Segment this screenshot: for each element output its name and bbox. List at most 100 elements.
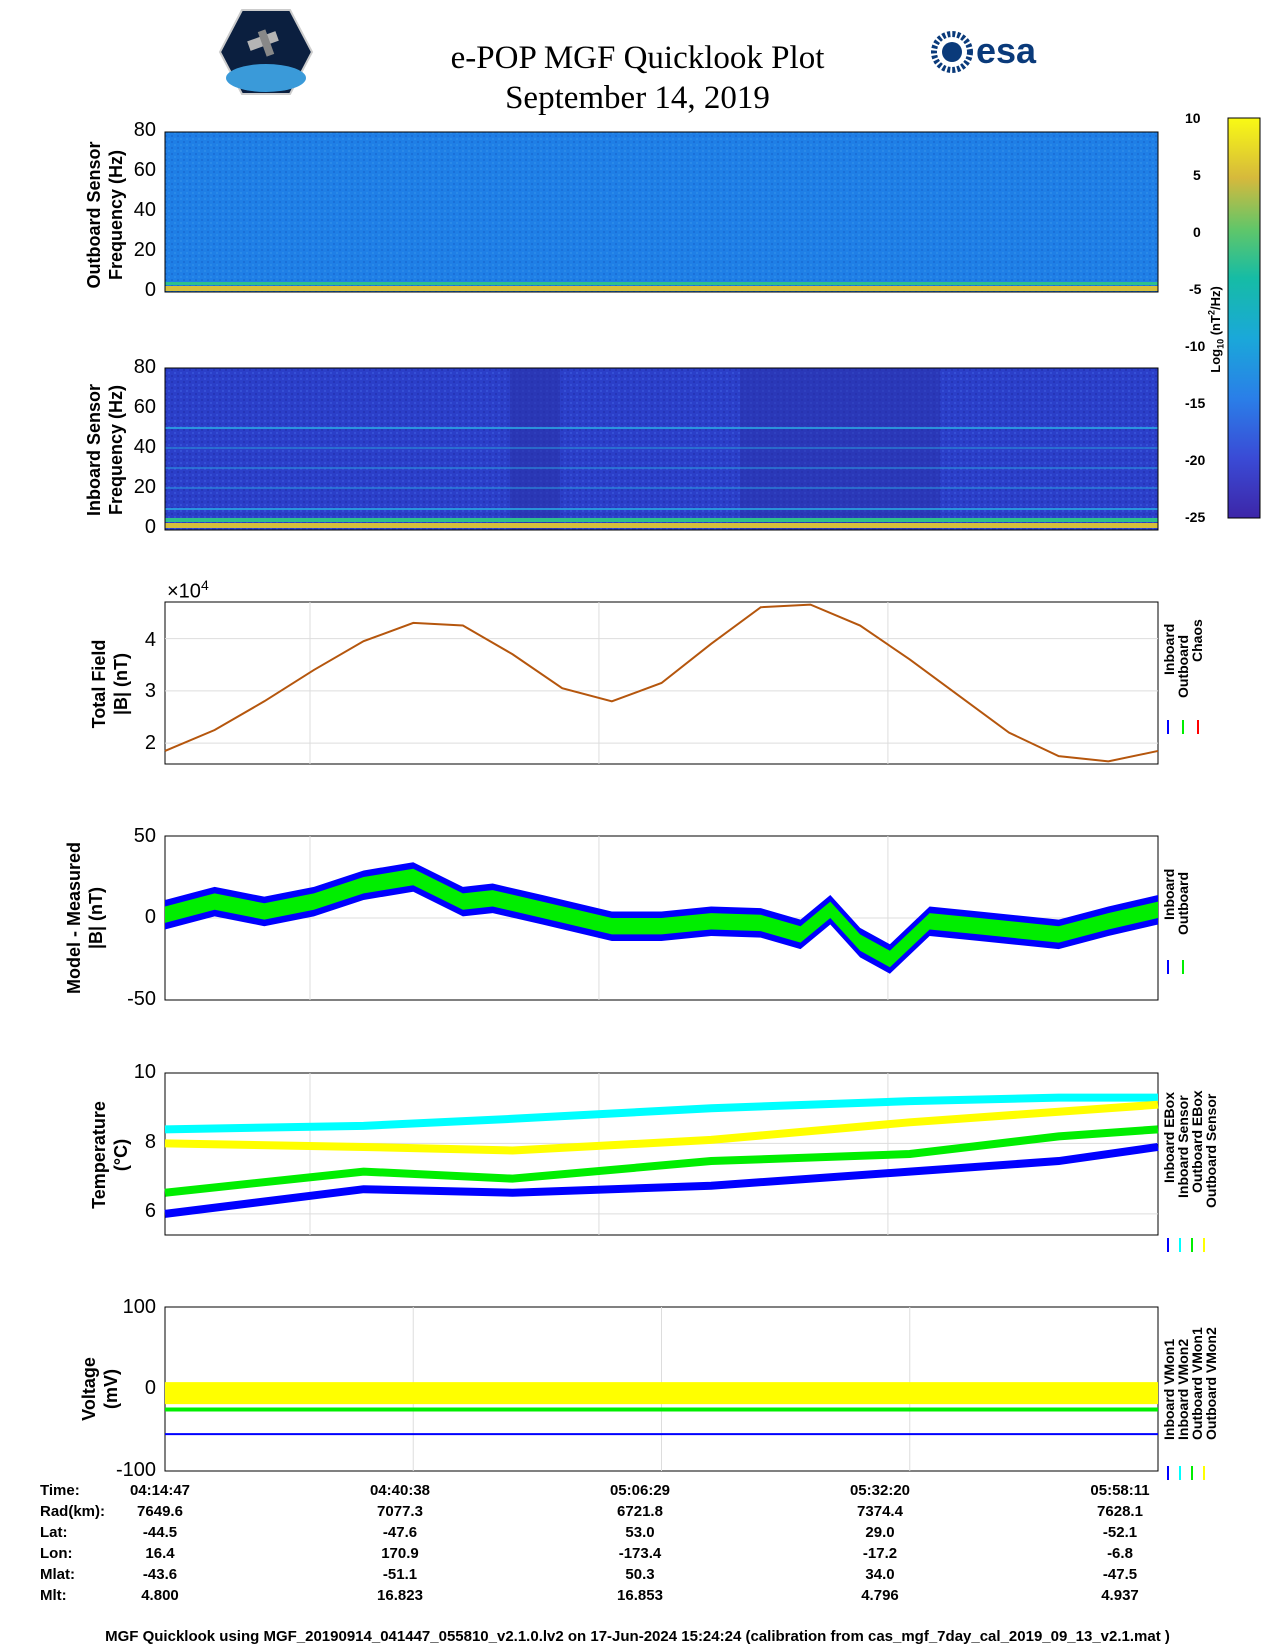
ephemeris-label-mlat: Mlat: — [40, 1566, 75, 1583]
voltage-legend-inboard-vmon2: Inboard VMon2 — [1175, 1338, 1191, 1440]
temperature-line-0 — [164, 1142, 1159, 1218]
ephemeris-cell: 16.4 — [145, 1545, 175, 1562]
total-field-exponent: ×104 — [167, 577, 209, 603]
ephemeris-cell: -51.1 — [382, 1566, 418, 1583]
voltage-panel — [164, 1306, 1159, 1472]
ephemeris-cell: -47.6 — [382, 1524, 418, 1541]
esa-logo-graphic — [931, 31, 973, 73]
ephemeris-cell: 50.3 — [625, 1566, 655, 1583]
inboard-ytick-60: 60 — [133, 396, 156, 418]
temperature-legend-outboard-sensor: Outboard Sensor — [1203, 1093, 1219, 1208]
temperature-legend-outboard-ebox: Outboard EBox — [1189, 1090, 1205, 1193]
ephemeris-label-time: Time: — [40, 1482, 80, 1499]
ephemeris-cell: 7374.4 — [857, 1503, 903, 1520]
ephemeris-table: Time: Rad(km): Lat: Lon: Mlat: Mlt: 04:1… — [0, 1482, 1275, 1622]
ephemeris-cell: 05:06:29 — [609, 1482, 671, 1499]
total-field-legend-inboard: Inboard — [1161, 623, 1177, 675]
voltage-legend-outboard-vmon1: Outboard VMon1 — [1189, 1327, 1205, 1440]
inboard-darker-segment-2 — [740, 368, 940, 530]
esa-logo-text: esa — [976, 30, 1037, 71]
ephemeris-cell: 4.796 — [861, 1587, 899, 1604]
colorbar-tick-minus20: -20 — [1185, 452, 1206, 468]
ephemeris-cell: 4.937 — [1101, 1587, 1139, 1604]
ephemeris-cell: -43.6 — [142, 1566, 178, 1583]
temperature-ytick-10: 10 — [133, 1061, 156, 1083]
colorbar-tick-minus5: -5 — [1189, 281, 1202, 297]
ephemeris-cell: -173.4 — [618, 1545, 662, 1562]
ephemeris-cell: 7077.3 — [377, 1503, 423, 1520]
inboard-spectrogram — [164, 367, 1159, 531]
model-measured-ylabel-line1: Model - Measured — [64, 841, 84, 995]
temperature-line-1 — [164, 1125, 1159, 1197]
total-field-chaos-line — [164, 603, 1159, 763]
outboard-spectrogram-area — [165, 132, 1158, 292]
total-field-ytick-4: 4 — [144, 629, 156, 651]
ephemeris-cell: -47.5 — [1102, 1566, 1138, 1583]
total-field-legend-chaos: Chaos — [1189, 619, 1205, 662]
ephemeris-label-lon: Lon: — [40, 1545, 73, 1562]
ephemeris-cell: 04:40:38 — [369, 1482, 431, 1499]
voltage-legend-inboard-vmon1: Inboard VMon1 — [1161, 1338, 1177, 1440]
total-field-grid — [165, 602, 1158, 764]
temperature-ytick-6: 6 — [144, 1200, 156, 1222]
inboard-ytick-20: 20 — [133, 476, 156, 498]
voltage-ytick-0: 0 — [144, 1377, 156, 1399]
colorbar-tick-minus15: -15 — [1185, 395, 1206, 411]
model-measured-ytick-minus50: -50 — [127, 988, 156, 1010]
model-measured-legend-inboard: Inboard — [1161, 868, 1177, 920]
ephemeris-label-lat: Lat: — [40, 1524, 68, 1541]
temperature-line-3 — [164, 1100, 1159, 1155]
colorbar-tick-0: 0 — [1193, 224, 1201, 240]
temperature-legend-inboard-ebox: Inboard EBox — [1161, 1091, 1177, 1183]
temperature-line-2 — [164, 1093, 1158, 1134]
outboard-ytick-0: 0 — [144, 279, 156, 301]
temperature-panel — [164, 1072, 1159, 1236]
ephemeris-cell: -52.1 — [1102, 1524, 1138, 1541]
page-subtitle: September 14, 2019 — [505, 80, 770, 116]
ephemeris-label-mlt: Mlt: — [40, 1587, 67, 1604]
cassiope-logo-graphic — [218, 9, 314, 95]
model-measured-panel — [164, 835, 1159, 1001]
colorbar-label: Log10 (nT2/Hz) — [1206, 286, 1226, 373]
ephemeris-cell: 6721.8 — [617, 1503, 663, 1520]
outboard-spectrogram-frame — [164, 131, 1159, 293]
voltage-ytick-minus100: -100 — [115, 1459, 156, 1481]
ephemeris-cell: 7649.6 — [137, 1503, 183, 1520]
temperature-ytick-8: 8 — [144, 1131, 156, 1153]
ephemeris-cell: -44.5 — [142, 1524, 178, 1541]
outboard-low-freq-band-2 — [165, 282, 1158, 285]
temperature-lines — [164, 1093, 1159, 1218]
ephemeris-cell: 7628.1 — [1097, 1503, 1143, 1520]
inboard-low-freq-band-2 — [165, 518, 1158, 522]
inboard-low-freq-band — [165, 523, 1158, 528]
colorbar-tick-minus25: -25 — [1185, 509, 1206, 525]
total-field-panel — [164, 601, 1159, 765]
legend-markers — [1167, 720, 1205, 1480]
ephemeris-cell: -17.2 — [862, 1545, 898, 1562]
model-measured-legend-outboard: Outboard — [1175, 872, 1191, 935]
ephemeris-cell: 04:14:47 — [129, 1482, 191, 1499]
outboard-low-freq-band — [165, 286, 1158, 291]
inboard-spectrogram-frame — [164, 367, 1159, 531]
ephemeris-cell: 29.0 — [865, 1524, 895, 1541]
footer-note: MGF Quicklook using MGF_20190914_041447_… — [105, 1628, 1170, 1645]
ephemeris-cell: 170.9 — [381, 1545, 419, 1562]
outboard-ytick-80: 80 — [133, 119, 156, 141]
inboard-ytick-0: 0 — [144, 516, 156, 538]
colorbar-tick-5: 5 — [1193, 167, 1201, 183]
model-measured-ytick-0: 0 — [144, 906, 156, 928]
ephemeris-cell: 34.0 — [865, 1566, 895, 1583]
temperature-legend-inboard-sensor: Inboard Sensor — [1175, 1095, 1191, 1198]
ephemeris-cell: -6.8 — [1107, 1545, 1133, 1562]
voltage-legend-outboard-vmon2: Outboard VMon2 — [1203, 1327, 1219, 1440]
outboard-ytick-40: 40 — [133, 199, 156, 221]
inboard-darker-segment-1 — [510, 368, 560, 530]
cassiope-logo — [218, 8, 314, 96]
total-field-legend-outboard: Outboard — [1175, 635, 1191, 698]
inboard-ytick-40: 40 — [133, 436, 156, 458]
ephemeris-cell: 16.823 — [377, 1587, 423, 1604]
colorbar-tick-10: 10 — [1185, 110, 1201, 126]
outboard-ytick-60: 60 — [133, 159, 156, 181]
outboard-ytick-20: 20 — [133, 239, 156, 261]
